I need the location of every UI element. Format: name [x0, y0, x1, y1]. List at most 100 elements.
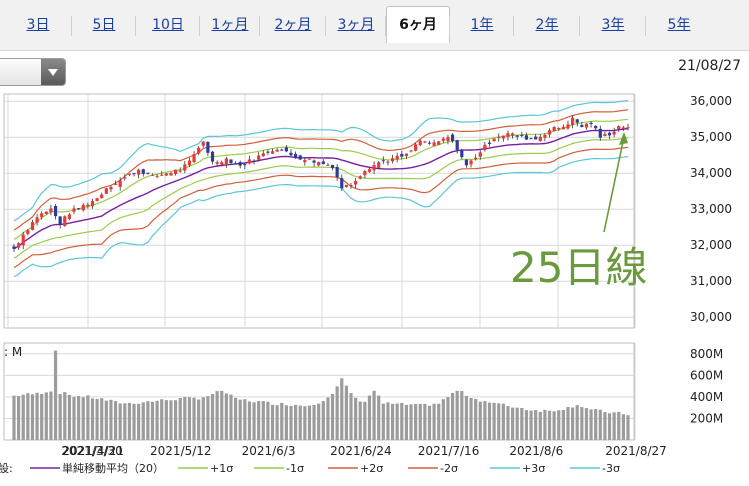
band-minus-1-sigma [13, 137, 629, 259]
volume-bar [164, 400, 168, 440]
volume-bar [617, 411, 621, 440]
candle-body [381, 160, 385, 162]
tab-7[interactable]: 1年 [470, 17, 494, 33]
candle-body [215, 162, 219, 164]
volume-bar [206, 396, 210, 440]
candle-body [77, 208, 81, 210]
volume-tick-label: 600M [690, 368, 723, 382]
volume-bar [589, 409, 593, 440]
candle-body [247, 159, 252, 164]
tab-6[interactable]: 6ヶ月 [386, 6, 450, 43]
tab-separator [513, 16, 514, 36]
volume-bar [229, 394, 233, 440]
volume-bar [612, 412, 616, 440]
candle-body [72, 208, 76, 212]
volume-bar [233, 397, 238, 440]
tab-3[interactable]: 1ヶ月 [211, 17, 249, 33]
volume-bar [603, 412, 607, 440]
volume-bar [367, 395, 372, 440]
candle-body [275, 149, 279, 152]
volume-bar [441, 399, 445, 440]
volume-bar [501, 403, 505, 440]
tab-5[interactable]: 3ヶ月 [337, 17, 375, 33]
candle-body [469, 160, 473, 165]
candle-body [113, 183, 118, 185]
candle-body [30, 222, 35, 230]
volume-tick-label: 400M [690, 390, 723, 404]
legend-item: -2σ [440, 462, 458, 475]
volume-bar [372, 390, 376, 440]
candle-body [575, 119, 579, 123]
indicator-select[interactable] [0, 58, 66, 86]
volume-bar [492, 402, 496, 440]
volume-bar [478, 401, 482, 440]
candle-body [229, 159, 233, 163]
volume-bar [303, 406, 307, 440]
candle-body [123, 177, 127, 179]
candle-body [598, 128, 602, 138]
candle-body [594, 125, 598, 129]
volume-bar [123, 403, 127, 440]
candle-body [90, 201, 95, 207]
volume-bar [400, 402, 404, 440]
volume-bar [330, 393, 335, 440]
volume-bar [538, 411, 542, 440]
volume-bar [418, 403, 422, 440]
tab-10[interactable]: 5年 [667, 17, 691, 33]
candle-body [460, 149, 464, 158]
candle-body [150, 174, 155, 176]
volume-bar [35, 392, 39, 440]
candle-body [330, 164, 335, 169]
candle-body [137, 169, 141, 175]
tab-1[interactable]: 5日 [92, 17, 116, 33]
annotation-arrow-icon [619, 132, 628, 145]
tab-9[interactable]: 3年 [601, 17, 625, 33]
volume-bar [386, 402, 390, 440]
volume-bar [340, 378, 344, 440]
candle-body [26, 230, 30, 235]
band-plus-3-sigma [13, 99, 629, 222]
volume-bar [390, 403, 395, 440]
annotation-25-day-line: 25日線 [510, 243, 647, 292]
candle-body [367, 169, 372, 172]
volume-bar [243, 399, 247, 440]
candle-body [418, 140, 422, 146]
tab-0[interactable]: 3日 [26, 17, 50, 33]
tab-2[interactable]: 10日 [152, 17, 184, 33]
volume-bar [381, 403, 385, 440]
tab-8[interactable]: 2年 [535, 17, 559, 33]
candle-body [192, 154, 196, 162]
volume-bar [109, 399, 113, 440]
latest-date: 21/08/27 [678, 58, 741, 74]
candle-body [243, 164, 247, 166]
candle-body [317, 161, 321, 166]
candle-body [12, 246, 16, 249]
volume-bar [224, 393, 228, 440]
volume-unit-label: : M [4, 345, 22, 359]
price-tick-label: 31,000 [690, 274, 732, 288]
candle-body [266, 151, 270, 153]
candle-body [220, 162, 224, 165]
volume-bar [298, 405, 302, 440]
volume-bar [215, 391, 219, 440]
dropdown-arrow-icon[interactable] [41, 59, 65, 85]
volume-bar [150, 401, 155, 440]
volume-bar [58, 394, 62, 440]
x-tick-label: 2021/4/21 [62, 444, 124, 458]
volume-bar [21, 394, 25, 440]
x-tick-label: 2021/3/30 [61, 444, 123, 458]
volume-bar [201, 397, 205, 440]
volume-bar [90, 398, 95, 440]
candle-body [506, 133, 510, 137]
candle-body [497, 137, 501, 139]
sma-20-line [13, 127, 629, 250]
tab-4[interactable]: 2ヶ月 [274, 17, 312, 33]
candle-body [557, 128, 561, 130]
candle-body [538, 136, 542, 142]
price-tick-label: 36,000 [690, 94, 732, 108]
volume-bar [349, 393, 353, 440]
volume-bar [95, 398, 99, 440]
candle-body [390, 158, 395, 162]
volume-bar [67, 394, 71, 440]
volume-bar [17, 396, 21, 440]
